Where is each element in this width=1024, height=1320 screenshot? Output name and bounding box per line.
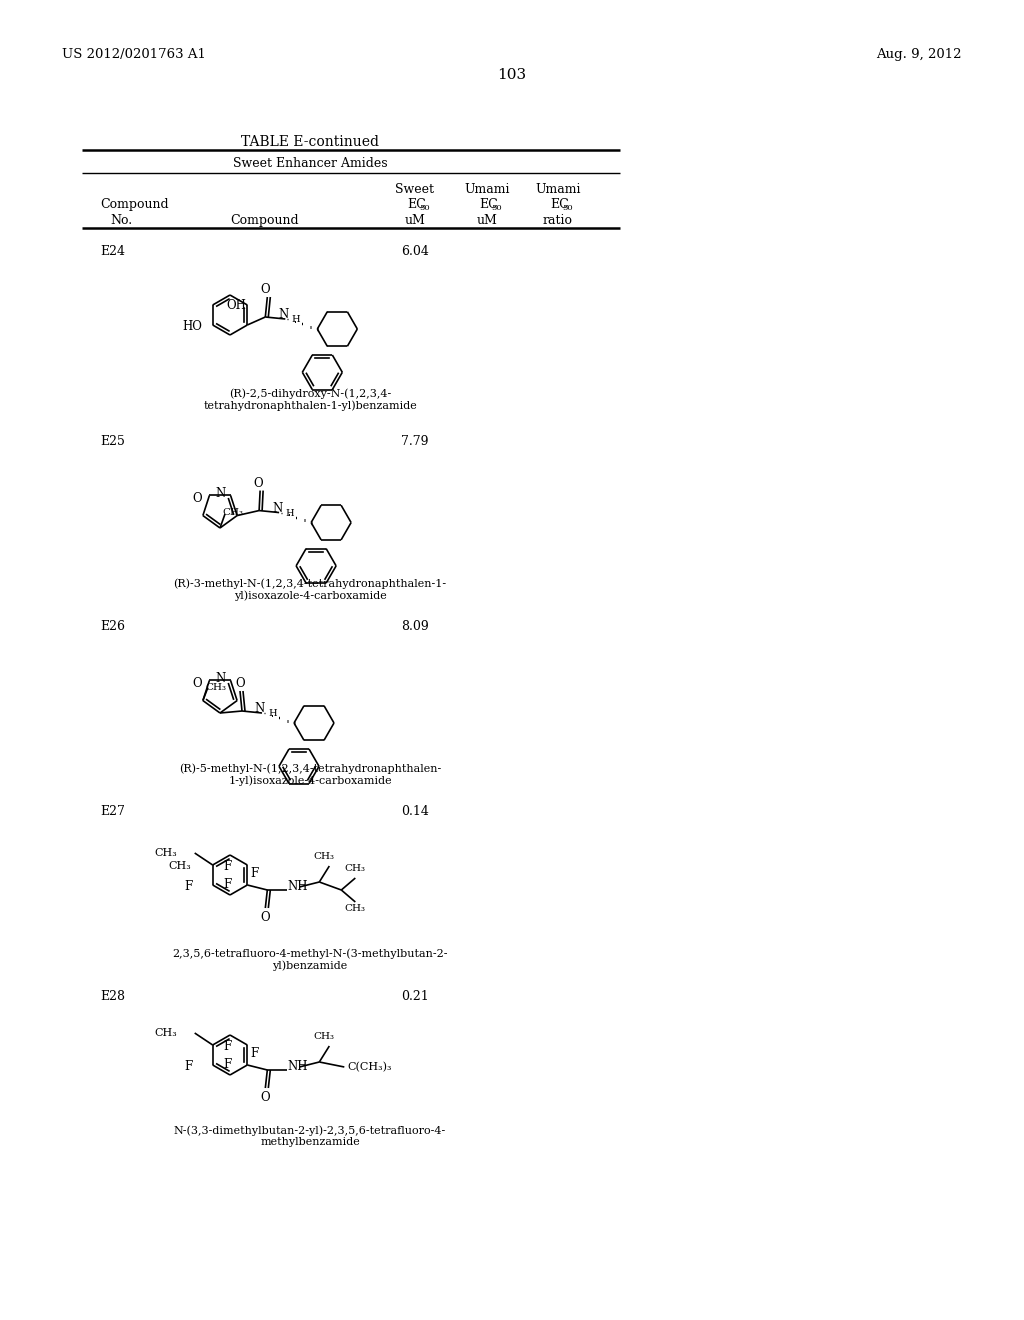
Text: O: O — [236, 677, 245, 690]
Text: methylbenzamide: methylbenzamide — [260, 1137, 359, 1147]
Text: CH₃: CH₃ — [345, 865, 366, 873]
Text: F: F — [223, 1059, 231, 1071]
Text: F: F — [223, 861, 231, 873]
Text: F: F — [184, 1060, 193, 1073]
Text: CH₃: CH₃ — [154, 1028, 177, 1038]
Text: 103: 103 — [498, 69, 526, 82]
Text: F: F — [223, 878, 231, 891]
Text: uM: uM — [404, 214, 425, 227]
Text: H: H — [268, 709, 276, 718]
Text: 50: 50 — [419, 205, 430, 213]
Text: 0.14: 0.14 — [401, 805, 429, 818]
Text: Umami: Umami — [536, 183, 581, 195]
Text: (R)-3-methyl-N-(1,2,3,4-tetrahydronaphthalen-1-: (R)-3-methyl-N-(1,2,3,4-tetrahydronaphth… — [173, 578, 446, 589]
Text: O: O — [260, 1092, 270, 1104]
Text: 0.21: 0.21 — [401, 990, 429, 1003]
Text: F: F — [223, 1040, 231, 1053]
Text: CH₃: CH₃ — [345, 904, 366, 913]
Text: E26: E26 — [100, 620, 125, 634]
Text: E24: E24 — [100, 246, 125, 257]
Text: 6.04: 6.04 — [401, 246, 429, 257]
Text: 7.79: 7.79 — [401, 436, 429, 447]
Text: EC: EC — [407, 198, 426, 211]
Text: 1-yl)isoxazole-4-carboxamide: 1-yl)isoxazole-4-carboxamide — [228, 775, 392, 785]
Text: No.: No. — [110, 214, 132, 227]
Text: N-(3,3-dimethylbutan-2-yl)-2,3,5,6-tetrafluoro-4-: N-(3,3-dimethylbutan-2-yl)-2,3,5,6-tetra… — [174, 1125, 446, 1135]
Text: E27: E27 — [100, 805, 125, 818]
Text: CH₃: CH₃ — [222, 508, 243, 517]
Text: O: O — [253, 477, 263, 490]
Text: OH: OH — [226, 300, 246, 312]
Text: CH₃: CH₃ — [313, 1032, 335, 1041]
Text: 2,3,5,6-tetrafluoro-4-methyl-N-(3-methylbutan-2-: 2,3,5,6-tetrafluoro-4-methyl-N-(3-methyl… — [172, 948, 447, 958]
Text: US 2012/0201763 A1: US 2012/0201763 A1 — [62, 48, 206, 61]
Text: Compound: Compound — [100, 198, 169, 211]
Text: HO: HO — [182, 319, 203, 333]
Text: N: N — [279, 308, 289, 321]
Text: EC: EC — [479, 198, 498, 211]
Text: NH: NH — [288, 880, 308, 894]
Text: Aug. 9, 2012: Aug. 9, 2012 — [877, 48, 962, 61]
Text: O: O — [193, 492, 202, 506]
Text: Sweet: Sweet — [395, 183, 434, 195]
Text: N: N — [215, 487, 225, 500]
Text: H: H — [291, 315, 300, 323]
Text: O: O — [260, 282, 270, 296]
Text: TABLE E-continued: TABLE E-continued — [241, 135, 379, 149]
Text: H: H — [285, 508, 294, 517]
Text: Compound: Compound — [230, 214, 299, 227]
Text: O: O — [260, 911, 270, 924]
Text: N: N — [255, 702, 265, 715]
Text: 50: 50 — [490, 205, 502, 213]
Text: EC: EC — [550, 198, 568, 211]
Text: C(CH₃)₃: C(CH₃)₃ — [347, 1063, 392, 1072]
Text: tetrahydronaphthalen-1-yl)benzamide: tetrahydronaphthalen-1-yl)benzamide — [203, 400, 417, 411]
Text: N: N — [272, 502, 283, 515]
Text: (R)-5-methyl-N-(1,2,3,4-tetrahydronaphthalen-: (R)-5-methyl-N-(1,2,3,4-tetrahydronaphth… — [179, 763, 441, 774]
Text: CH₃: CH₃ — [313, 851, 335, 861]
Text: E28: E28 — [100, 990, 125, 1003]
Text: 8.09: 8.09 — [401, 620, 429, 634]
Text: E25: E25 — [100, 436, 125, 447]
Text: F: F — [250, 1047, 259, 1060]
Text: uM: uM — [476, 214, 498, 227]
Text: N: N — [215, 672, 225, 685]
Text: ratio: ratio — [543, 214, 573, 227]
Text: O: O — [193, 677, 202, 690]
Text: yl)isoxazole-4-carboxamide: yl)isoxazole-4-carboxamide — [233, 590, 386, 601]
Text: CH₃: CH₃ — [154, 847, 177, 858]
Text: NH: NH — [288, 1060, 308, 1073]
Text: F: F — [250, 867, 259, 880]
Text: CH₃: CH₃ — [205, 682, 226, 692]
Text: F: F — [184, 880, 193, 894]
Text: yl)benzamide: yl)benzamide — [272, 960, 347, 970]
Text: Sweet Enhancer Amides: Sweet Enhancer Amides — [232, 157, 387, 170]
Text: CH₃: CH₃ — [168, 861, 190, 871]
Text: 50: 50 — [562, 205, 572, 213]
Text: Umami: Umami — [464, 183, 510, 195]
Text: (R)-2,5-dihydroxy-N-(1,2,3,4-: (R)-2,5-dihydroxy-N-(1,2,3,4- — [229, 388, 391, 399]
